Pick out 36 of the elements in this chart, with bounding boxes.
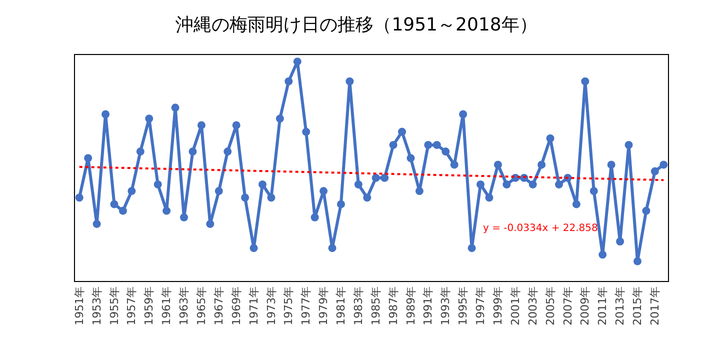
x-tick-label: 1981年 xyxy=(334,286,348,326)
x-tick-label: 1971年 xyxy=(247,286,260,326)
x-tick-label: 1991年 xyxy=(422,286,435,326)
x-tick-label: 1979年 xyxy=(317,286,330,326)
x-tick-label: 1997年 xyxy=(474,286,488,326)
annotation: y = -0.0334x + 22.858 xyxy=(483,223,598,234)
x-tick-label: 2017年 xyxy=(648,286,662,326)
x-tick-label: 1983年 xyxy=(352,286,365,326)
x-tick-label: 2003年 xyxy=(526,286,540,326)
x-tick-label: 2005年 xyxy=(544,286,557,326)
x-tick-label: 1961年 xyxy=(160,286,174,326)
x-tick-label: 1955年 xyxy=(108,286,121,326)
x-tick-label: 2007年 xyxy=(561,286,574,326)
x-tick-label: 2001年 xyxy=(508,286,522,326)
x-tick-label: 1957年 xyxy=(125,286,138,326)
x-tick-label: 1975年 xyxy=(282,286,296,326)
x-tick-label: 1963年 xyxy=(178,286,191,326)
x-tick-label: 1977年 xyxy=(300,286,313,326)
x-tick-label: 1995年 xyxy=(456,286,470,326)
x-tick-label: 1989年 xyxy=(404,286,418,326)
x-tick-label: 1987年 xyxy=(386,286,400,326)
x-tick-label: 1967年 xyxy=(212,286,226,326)
x-tick-label: 1985年 xyxy=(369,286,382,326)
chart-title: 沖縄の梅雨明け日の推移（1951～2018年） xyxy=(176,14,538,36)
x-tick-label: 1965年 xyxy=(195,286,208,326)
x-tick-label: 1993年 xyxy=(439,286,452,326)
x-tick-label: 2015年 xyxy=(631,286,644,326)
x-tick-label: 2013年 xyxy=(614,286,627,326)
x-tick-label: 1951年 xyxy=(72,286,86,326)
x-tick-label: 1969年 xyxy=(230,286,243,326)
x-tick-label: 1953年 xyxy=(90,286,104,326)
x-tick-label: 1973年 xyxy=(264,286,278,326)
x-tick-label: 2009年 xyxy=(578,286,592,326)
x-tick-label: 2011年 xyxy=(596,286,610,326)
x-tick-label: 1999年 xyxy=(492,286,505,326)
x-tick-label: 1959年 xyxy=(142,286,156,326)
